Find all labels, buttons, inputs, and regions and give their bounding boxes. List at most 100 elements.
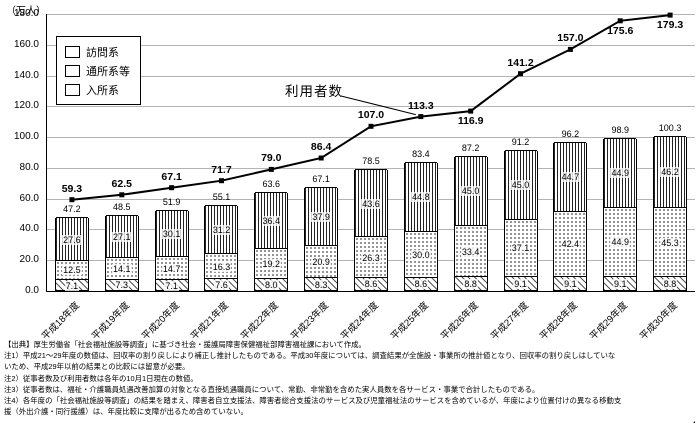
line-point [468,108,474,114]
y-axis: 0.0 20.0 40.0 60.0 80.0 100.0 120.0 140.0 160.0 1… [0,8,42,296]
segment-value-label: 45.3 [650,237,690,248]
bar-segment [305,186,338,246]
segment-value-label: 7.1 [152,280,192,291]
segment-value-label: 44.9 [600,168,640,179]
bar [453,155,488,291]
line-value-label: 62.5 [111,177,132,190]
segment-value: 43.6 [361,198,381,209]
legend-label: 通所系等 [86,65,130,78]
footnote-line: 注4）各年度の「社会福祉施設等調査」の結果を踏まえ、障害者自立支援法、障害者総合… [4,396,622,406]
bar [304,186,339,291]
segment-value-label: 9.1 [600,278,640,289]
segment-value-label: 16.3 [201,261,241,272]
segment-value: 8.6 [413,279,429,290]
segment-value-label: 26.3 [351,252,391,263]
footnote-line: 注1）平成21～29年度の数値は、回収率の割り戻しにより補正し推計したものである… [4,351,616,361]
bar-total-label: 78.5 [362,156,380,167]
footnote-line: 【出典】厚生労働省「社会福祉施設等調査」に基づき社会・援護局障害保健福祉部障害福… [4,340,366,349]
segment-value: 31.2 [211,225,232,236]
line-point [617,18,623,24]
segment-value: 45.0 [460,186,481,197]
footnote-line: 援（外出介護・同行援護）は、年度比較に支障が出るため含めていない。 [4,407,248,417]
segment-value: 44.8 [411,192,431,203]
segment-value-label: 37.9 [301,211,341,222]
segment-value: 44.9 [610,168,630,179]
bar-total-label: 83.4 [412,148,430,159]
legend-label: 入所系 [86,84,119,97]
line-point [318,155,324,161]
annotation-leader-line [340,95,416,116]
line-value-label: 113.3 [407,99,434,112]
segment-value-label: 46.2 [650,167,690,178]
line-value-label: 67.1 [161,170,182,183]
segment-value: 33.4 [460,246,481,257]
legend-item: 訪問系 [65,42,130,61]
segment-value-label: 8.0 [251,279,291,290]
line-point [567,46,573,52]
segment-value-label: 7.6 [201,280,241,291]
y-tick-label: 140.0 [13,69,39,81]
y-tick-label: 100.0 [13,131,39,143]
line-series-annotation: 利用者数 [285,84,343,99]
y-tick-label: 180.0 [13,8,39,19]
y-tick-label: 120.0 [13,100,39,112]
segment-value: 8.8 [463,279,478,290]
gridline [47,137,695,139]
line-point [119,192,125,198]
segment-value: 26.3 [361,252,381,263]
y-tick-label: 160.0 [13,38,39,50]
x-axis: 平成18年度 平成19年度 平成20年度 平成21年度 平成22年度 平成23年度 平成24… [40,292,694,342]
line-point [169,185,175,191]
segment-value: 14.7 [161,263,182,274]
gridline [47,106,695,108]
bar-total-label: 47.2 [63,204,81,215]
segment-value: 7.1 [64,280,80,291]
legend-item: 通所系等 [65,61,130,80]
line-value-label: 86.4 [310,141,332,154]
legend-label: 訪問系 [86,46,119,59]
segment-value-label: 33.4 [451,246,491,257]
segment-value: 8.3 [313,279,329,290]
segment-value-label: 27.6 [52,234,92,245]
legend-item: 入所系 [65,80,130,99]
segment-value: 7.3 [114,280,130,291]
bar-total-label: 63.6 [262,179,281,190]
segment-value-label: 44.8 [401,192,441,203]
segment-value: 8.8 [662,279,678,290]
bar-total-label: 98.9 [611,124,629,135]
footnotes: 【出典】厚生労働省「社会福祉施設等調査」に基づき社会・援護局障害保健福祉部障害福… [4,339,698,426]
line-point [219,178,224,184]
line-value-label: 79.0 [261,152,282,165]
segment-value-label: 44.9 [600,237,640,248]
segment-value-label: 8.6 [401,279,441,290]
segment-value-label: 37.1 [501,243,541,254]
segment-value: 37.9 [311,211,331,222]
y-tick-label: 20.0 [19,254,39,266]
line-value-label: 71.7 [211,163,232,176]
segment-value: 30.1 [161,229,182,240]
gridline [47,14,695,15]
segment-value-label: 8.3 [301,279,341,290]
bar-total-label: 55.1 [212,192,231,203]
legend-swatch-icon [65,45,80,58]
segment-value: 7.1 [164,280,179,291]
bars-layer [47,14,695,291]
segment-value: 8.0 [264,279,279,290]
segment-value-label: 31.2 [201,225,241,236]
segment-value-label: 9.1 [501,278,541,289]
legend-swatch-icon [65,83,80,96]
segment-value: 45.0 [510,180,531,191]
footnote-line: いため、平成29年以前の結果との比較には留意が必要。 [4,362,190,372]
segment-value: 9.1 [513,278,528,289]
line-value-label: 59.3 [61,182,83,195]
segment-value-label: 7.1 [52,280,92,291]
segment-value: 16.3 [211,261,232,272]
line-point [268,166,274,172]
bar-total-label: 91.2 [511,136,530,147]
labels-layer: 7.1 12.5 27.6 47.2 7.3 14.1 27.1 48.5 7.1 14.7 30.… [47,14,695,291]
segment-value: 8.6 [363,279,379,290]
line-value-label: 179.3 [656,19,684,32]
line-value-label: 141.2 [507,56,534,69]
bar-total-label: 87.2 [461,142,480,153]
